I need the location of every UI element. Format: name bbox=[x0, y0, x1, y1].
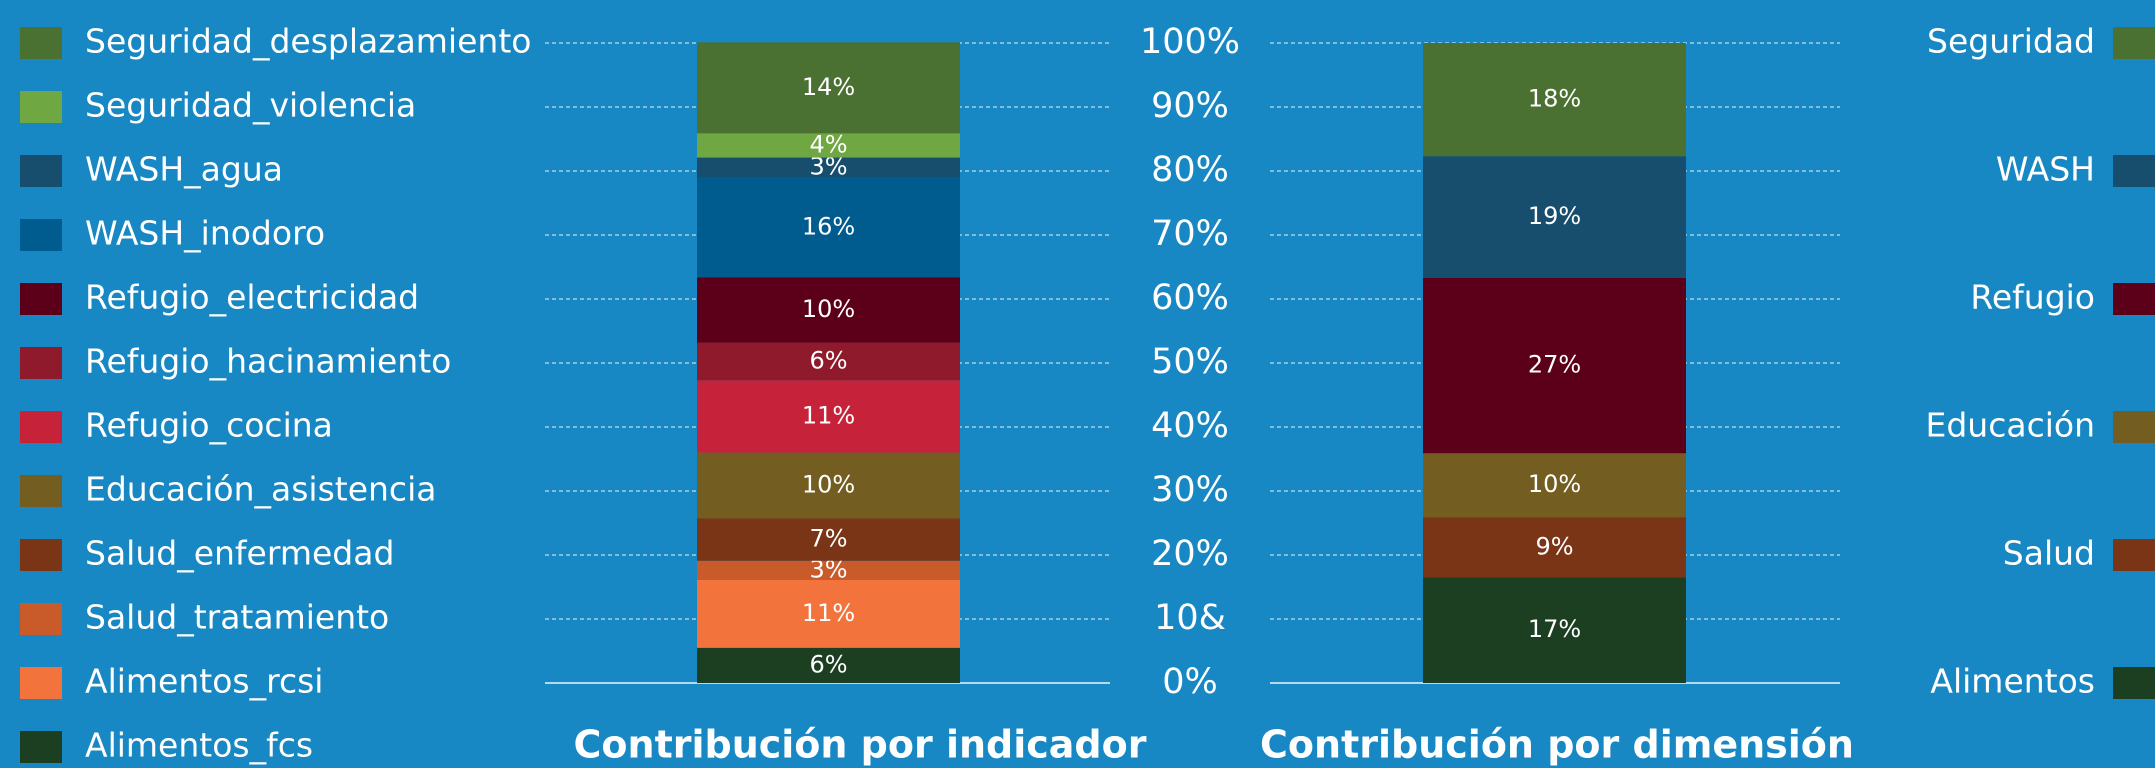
data-label: 18% bbox=[1528, 85, 1581, 113]
data-label: 6% bbox=[809, 650, 847, 678]
data-label: 19% bbox=[1528, 202, 1581, 230]
bar-segment bbox=[697, 579, 960, 648]
legend-swatch bbox=[20, 347, 62, 379]
legend-label: Seguridad_violencia bbox=[85, 86, 416, 125]
data-label: 10% bbox=[1528, 470, 1581, 498]
legend-swatch bbox=[2113, 283, 2155, 315]
bar-segment bbox=[697, 277, 960, 343]
y-tick-label: 30% bbox=[1151, 470, 1229, 510]
bar-segment bbox=[697, 177, 960, 278]
y-tick-label: 90% bbox=[1151, 86, 1229, 126]
legend-label: Refugio_hacinamiento bbox=[85, 342, 451, 381]
legend-swatch bbox=[20, 539, 62, 571]
chart-title: Contribución por indicador bbox=[574, 723, 1147, 767]
legend-label: WASH bbox=[1996, 150, 2095, 189]
legend-swatch bbox=[2113, 155, 2155, 187]
bar-segment bbox=[1423, 577, 1686, 683]
legend-label: Refugio_cocina bbox=[85, 406, 333, 445]
legend-swatch bbox=[20, 27, 62, 59]
legend-swatch bbox=[2113, 539, 2155, 571]
legend-swatch bbox=[20, 283, 62, 315]
legend-label: Alimentos bbox=[1930, 662, 2095, 701]
bar-segment bbox=[697, 157, 960, 178]
legend-label: Salud bbox=[2003, 534, 2095, 573]
legend-label: Seguridad bbox=[1927, 22, 2095, 61]
data-label: 4% bbox=[809, 130, 847, 158]
bar-segment bbox=[1423, 156, 1686, 278]
data-label: 17% bbox=[1528, 615, 1581, 643]
bar-segment bbox=[697, 380, 960, 453]
data-label: 7% bbox=[809, 525, 847, 553]
chart-title: Contribución por dimensión bbox=[1260, 723, 1854, 767]
data-label: 10% bbox=[802, 295, 855, 323]
data-label: 14% bbox=[802, 73, 855, 101]
y-tick-label: 80% bbox=[1151, 150, 1229, 190]
data-label: 9% bbox=[1535, 532, 1573, 560]
legend-label: Salud_tratamiento bbox=[85, 598, 389, 637]
bar-segment bbox=[1423, 517, 1686, 578]
legend-swatch bbox=[2113, 667, 2155, 699]
legend-swatch bbox=[20, 603, 62, 635]
bar-segment bbox=[1423, 453, 1686, 518]
bar-segment bbox=[1423, 277, 1686, 454]
y-tick-label: 50% bbox=[1151, 342, 1229, 382]
y-tick-label: 100% bbox=[1140, 22, 1240, 62]
bar-segment bbox=[697, 342, 960, 381]
legend-label: Alimentos_fcs bbox=[85, 726, 313, 765]
y-tick-label: 60% bbox=[1151, 278, 1229, 318]
legend-label: WASH_inodoro bbox=[85, 214, 325, 253]
legend-swatch bbox=[20, 667, 62, 699]
legend-label: WASH_agua bbox=[85, 150, 283, 189]
bar-segment bbox=[697, 133, 960, 158]
data-label: 11% bbox=[802, 401, 855, 429]
y-tick-label: 0% bbox=[1162, 662, 1218, 702]
y-tick-label: 10& bbox=[1154, 598, 1226, 638]
legend-label: Alimentos_rcsi bbox=[85, 662, 323, 701]
legend-swatch bbox=[2113, 411, 2155, 443]
bar-segment bbox=[697, 452, 960, 519]
legend-swatch bbox=[20, 411, 62, 443]
legend-swatch bbox=[20, 219, 62, 251]
bar-segment bbox=[697, 42, 960, 134]
bar-segment bbox=[697, 560, 960, 580]
data-label: 11% bbox=[802, 599, 855, 627]
data-label: 16% bbox=[802, 212, 855, 240]
bar-segment bbox=[697, 518, 960, 561]
legend-label: Refugio bbox=[1970, 278, 2095, 317]
legend-label: Salud_enfermedad bbox=[85, 534, 394, 573]
y-tick-label: 70% bbox=[1151, 214, 1229, 254]
legend-swatch bbox=[20, 475, 62, 507]
bar-segment bbox=[697, 647, 960, 683]
legend-label: Refugio_electricidad bbox=[85, 278, 419, 317]
data-label: 27% bbox=[1528, 351, 1581, 379]
legend-swatch bbox=[20, 731, 62, 763]
legend-swatch bbox=[20, 91, 62, 123]
y-tick-label: 20% bbox=[1151, 534, 1229, 574]
legend-label: Seguridad_desplazamiento bbox=[85, 22, 531, 61]
legend-swatch bbox=[20, 155, 62, 187]
data-label: 10% bbox=[802, 471, 855, 499]
legend-label: Educación_asistencia bbox=[85, 470, 436, 509]
legend-swatch bbox=[2113, 27, 2155, 59]
y-tick-label: 40% bbox=[1151, 406, 1229, 446]
bar-segment bbox=[1423, 43, 1686, 157]
legend-label: Educación bbox=[1926, 406, 2096, 445]
data-label: 6% bbox=[809, 346, 847, 374]
